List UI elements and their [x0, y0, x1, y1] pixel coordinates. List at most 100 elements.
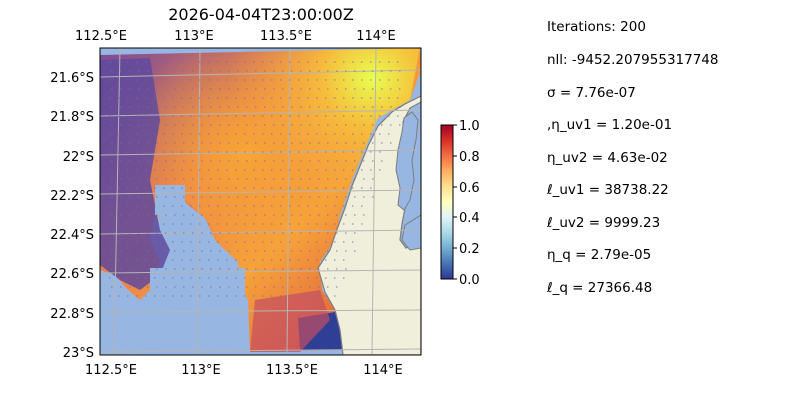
map-border	[99, 47, 422, 356]
quiver-arrow	[198, 187, 201, 189]
quiver-arrow	[200, 160, 203, 162]
quiver-arrow	[209, 142, 212, 144]
quiver-arrow	[144, 151, 147, 153]
quiver-arrow	[135, 169, 138, 171]
quiver-arrow	[360, 133, 363, 135]
quiver-arrow	[110, 106, 113, 108]
ocean-patch	[100, 300, 150, 352]
quiver-arrow	[216, 187, 219, 189]
quiver-arrow	[117, 169, 120, 171]
quiver-arrow	[108, 187, 111, 189]
quiver-arrow	[155, 142, 158, 144]
quiver-arrow	[324, 97, 327, 99]
lon-tick-label: 113°E	[174, 29, 214, 44]
quiver-arrow	[128, 142, 131, 144]
quiver-arrow	[135, 97, 138, 99]
quiver-arrow	[128, 70, 131, 72]
quiver-arrow	[225, 241, 228, 243]
quiver-arrow	[252, 97, 255, 99]
quiver-arrow	[380, 142, 383, 144]
quiver-arrow	[137, 124, 140, 126]
quiver-arrow	[317, 160, 320, 162]
quiver-arrow	[128, 250, 131, 252]
quiver-arrow	[389, 124, 392, 126]
quiver-arrow	[126, 223, 129, 225]
quiver-arrow	[288, 151, 291, 153]
quiver-arrow	[297, 277, 300, 279]
quiver-arrow	[306, 259, 309, 261]
quiver-arrow	[137, 250, 140, 252]
quiver-arrow	[198, 115, 201, 117]
quiver-arrow	[180, 151, 183, 153]
quiver-arrow	[344, 124, 347, 126]
quiver-arrow	[191, 286, 194, 288]
quiver-arrow	[389, 142, 392, 144]
quiver-arrow	[326, 214, 329, 216]
quiver-arrow	[218, 214, 221, 216]
quiver-arrow	[162, 241, 165, 243]
quiver-arrow	[137, 214, 140, 216]
quiver-arrow	[234, 223, 237, 225]
quiver-arrow	[288, 115, 291, 117]
quiver-arrow	[234, 115, 237, 117]
quiver-arrow	[137, 268, 140, 270]
quiver-arrow	[144, 205, 147, 207]
quiver-arrow	[137, 286, 140, 288]
quiver-arrow	[137, 232, 140, 234]
quiver-arrow	[227, 196, 230, 198]
quiver-arrow	[353, 106, 356, 108]
quiver-arrow	[351, 241, 354, 243]
quiver-arrow	[245, 232, 248, 234]
quiver-arrow	[119, 268, 122, 270]
quiver-arrow	[191, 70, 194, 72]
quiver-arrow	[191, 196, 194, 198]
quiver-arrow	[146, 214, 149, 216]
quiver-arrow	[360, 115, 363, 117]
quiver-arrow	[137, 88, 140, 90]
quiver-arrow	[281, 142, 284, 144]
quiver-arrow	[209, 160, 212, 162]
quiver-arrow	[173, 106, 176, 108]
quiver-arrow	[162, 133, 165, 135]
quiver-arrow	[164, 268, 167, 270]
quiver-arrow	[171, 151, 174, 153]
quiver-arrow	[245, 178, 248, 180]
quiver-arrow	[362, 124, 365, 126]
quiver-arrow	[153, 205, 156, 207]
quiver-arrow	[315, 241, 318, 243]
quiver-arrow	[128, 268, 131, 270]
quiver-arrow	[344, 142, 347, 144]
quiver-arrow	[216, 151, 219, 153]
quiver-arrow	[162, 295, 165, 297]
quiver-arrow	[252, 205, 255, 207]
quiver-arrow	[252, 295, 255, 297]
quiver-arrow	[380, 124, 383, 126]
quiver-arrow	[290, 142, 293, 144]
quiver-arrow	[333, 259, 336, 261]
quiver-arrow	[344, 106, 347, 108]
quiver-arrow	[263, 214, 266, 216]
lon-tick-label: 114°E	[356, 29, 396, 44]
quiver-arrow	[171, 241, 174, 243]
quiver-arrow	[153, 241, 156, 243]
quiver-arrow	[218, 268, 221, 270]
quiver-arrow	[189, 295, 192, 297]
quiver-arrow	[371, 178, 374, 180]
quiver-arrow	[119, 70, 122, 72]
quiver-arrow	[155, 70, 158, 72]
quiver-arrow	[306, 223, 309, 225]
quiver-arrow	[272, 178, 275, 180]
quiver-arrow	[270, 295, 273, 297]
quiver-arrow	[263, 286, 266, 288]
quiver-arrow	[299, 70, 302, 72]
quiver-arrow	[254, 232, 257, 234]
colorbar-tick-label: 0.8	[459, 150, 480, 165]
quiver-arrow	[371, 160, 374, 162]
quiver-arrow	[360, 61, 363, 63]
quiver-arrow	[207, 295, 210, 297]
quiver-arrow	[281, 106, 284, 108]
quiver-arrow	[380, 70, 383, 72]
quiver-arrow	[263, 196, 266, 198]
quiver-arrow	[155, 124, 158, 126]
quiver-arrow	[198, 205, 201, 207]
